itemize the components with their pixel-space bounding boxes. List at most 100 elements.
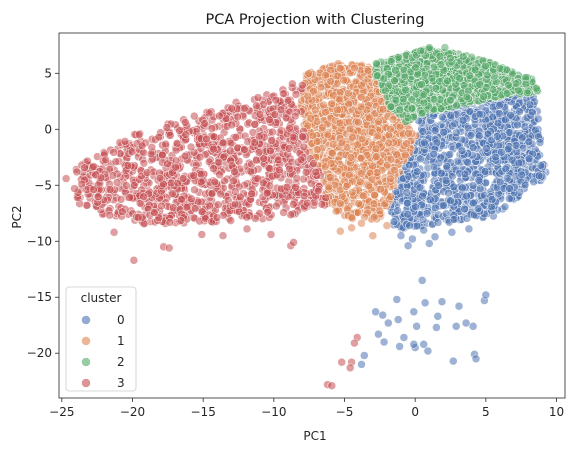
data-point (431, 84, 441, 93)
data-point (374, 117, 383, 126)
data-point (455, 74, 464, 83)
data-point (522, 88, 532, 98)
data-point (263, 207, 272, 217)
x-tick-label: 0 (411, 405, 419, 419)
data-point (429, 149, 438, 159)
data-point (346, 153, 356, 162)
data-point (501, 164, 510, 174)
data-point (403, 209, 413, 219)
x-tick-label: −15 (191, 405, 216, 419)
data-point (111, 157, 121, 166)
data-point (365, 113, 374, 123)
data-point (506, 111, 515, 120)
data-point (227, 120, 237, 130)
data-point (163, 159, 172, 169)
data-point (285, 124, 294, 133)
data-point (334, 94, 344, 104)
data-point (379, 74, 389, 83)
data-point (511, 79, 521, 88)
data-point (386, 57, 396, 66)
data-point (473, 204, 483, 213)
data-point (127, 147, 137, 157)
data-point (432, 323, 441, 332)
data-point (357, 169, 366, 178)
data-point (350, 338, 359, 348)
data-point (348, 187, 357, 197)
data-point (440, 43, 450, 52)
data-point (120, 137, 130, 146)
data-point (371, 307, 380, 317)
data-point (384, 318, 393, 328)
data-point (327, 381, 337, 390)
data-point (182, 202, 192, 212)
data-point (429, 162, 439, 172)
data-point (411, 89, 421, 99)
data-point (123, 161, 133, 170)
data-point (481, 61, 490, 71)
data-point (348, 133, 357, 142)
data-point (407, 104, 417, 113)
data-point (384, 138, 394, 148)
data-point (378, 105, 388, 114)
data-point (157, 201, 166, 211)
data-point (72, 167, 82, 177)
data-point (357, 134, 367, 144)
data-point (423, 346, 433, 356)
data-point (176, 216, 186, 225)
data-point (386, 192, 395, 201)
data-point (447, 228, 457, 237)
data-point (433, 312, 443, 321)
data-point (465, 107, 475, 116)
data-point (412, 167, 422, 176)
data-point (196, 177, 206, 187)
data-point (129, 256, 139, 265)
data-point (463, 158, 472, 167)
data-point (337, 138, 347, 148)
data-point (252, 156, 261, 165)
data-point (502, 174, 512, 183)
data-point (430, 126, 440, 135)
data-point (525, 100, 535, 109)
data-point (529, 177, 538, 187)
data-point (219, 138, 228, 147)
data-point (495, 177, 505, 187)
data-point (266, 146, 275, 156)
data-point (291, 90, 301, 99)
y-axis-label: PC2 (10, 205, 24, 228)
points-layer (61, 43, 550, 390)
data-point (417, 108, 427, 118)
data-point (273, 155, 283, 165)
data-point (319, 100, 328, 110)
data-point (372, 59, 381, 68)
x-tick-label: 10 (549, 405, 564, 419)
data-point (155, 173, 165, 183)
data-point (94, 192, 103, 201)
data-point (437, 169, 446, 178)
data-point (462, 92, 472, 102)
data-point (142, 168, 152, 177)
data-point (337, 357, 346, 367)
data-point (284, 144, 294, 153)
x-axis: −25 −20 −15 −10 −5 0 5 10 (49, 398, 564, 419)
data-point (327, 159, 336, 168)
data-point (298, 132, 307, 141)
data-point (165, 218, 175, 227)
data-point (345, 124, 355, 134)
data-point (430, 232, 440, 242)
data-point (80, 163, 89, 172)
data-point (309, 86, 318, 96)
data-point (333, 71, 343, 81)
data-point (433, 218, 443, 227)
data-point (133, 213, 143, 222)
data-point (480, 167, 490, 176)
data-point (521, 79, 531, 89)
data-point (271, 95, 281, 105)
data-point (77, 179, 87, 189)
data-point (426, 195, 435, 205)
data-point (445, 95, 455, 105)
data-point (267, 136, 276, 145)
legend-marker (81, 336, 91, 346)
data-point (491, 152, 500, 162)
data-point (112, 178, 122, 187)
data-point (299, 142, 309, 152)
